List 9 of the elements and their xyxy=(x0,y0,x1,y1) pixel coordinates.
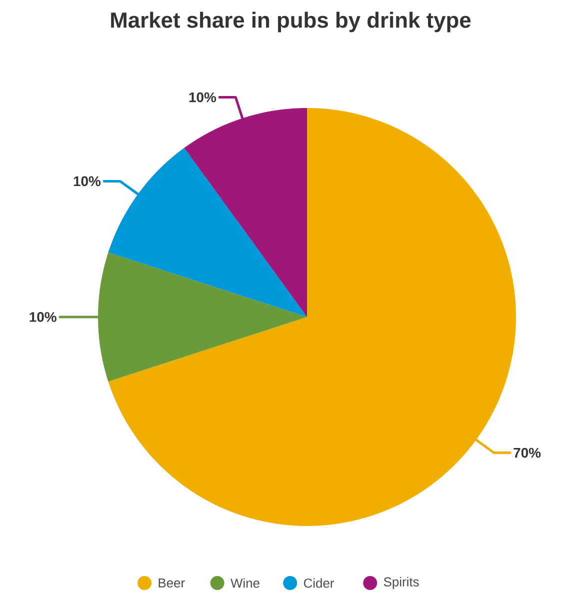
legend-label: Beer xyxy=(158,578,185,588)
legend-label: Wine xyxy=(230,578,260,588)
data-label: 70% xyxy=(514,448,541,458)
chart-title: Market share in pubs by drink type xyxy=(111,12,471,32)
data-label: 10% xyxy=(189,92,216,102)
data-label: 10% xyxy=(74,176,101,186)
data-label: 10% xyxy=(30,312,56,322)
legend-label: Spirits xyxy=(384,576,419,590)
legend-label: Cider xyxy=(304,578,334,588)
